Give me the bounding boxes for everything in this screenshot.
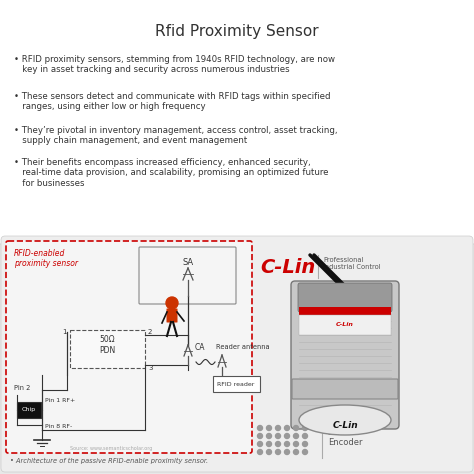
Text: C-Lin: C-Lin	[260, 258, 315, 277]
Circle shape	[275, 434, 281, 438]
Text: CA: CA	[195, 344, 206, 353]
Circle shape	[257, 441, 263, 447]
Circle shape	[284, 426, 290, 430]
Circle shape	[275, 426, 281, 430]
Text: Sensor
Encoder: Sensor Encoder	[328, 428, 363, 447]
Circle shape	[302, 449, 308, 455]
Circle shape	[302, 434, 308, 438]
Text: Pin 2: Pin 2	[14, 385, 30, 391]
Text: • RFID proximity sensors, stemming from 1940s RFID technology, are now
   key in: • RFID proximity sensors, stemming from …	[14, 55, 335, 74]
FancyBboxPatch shape	[0, 0, 474, 245]
Circle shape	[266, 441, 272, 447]
Bar	[17, 402, 41, 418]
FancyBboxPatch shape	[6, 241, 252, 453]
Circle shape	[293, 434, 299, 438]
Text: C-Lin: C-Lin	[336, 322, 354, 328]
Text: SA: SA	[182, 258, 193, 267]
Circle shape	[284, 441, 290, 447]
Circle shape	[284, 434, 290, 438]
Bar	[299, 315, 391, 335]
Text: Reader antenna: Reader antenna	[216, 344, 270, 350]
FancyBboxPatch shape	[292, 379, 398, 399]
Text: 2: 2	[148, 329, 152, 335]
Ellipse shape	[299, 405, 391, 435]
Text: Pin 1 RF+: Pin 1 RF+	[45, 398, 75, 403]
Circle shape	[284, 449, 290, 455]
Circle shape	[293, 449, 299, 455]
Circle shape	[293, 441, 299, 447]
Circle shape	[302, 426, 308, 430]
Text: • Their benefits encompass increased efficiency, enhanced security,
   real-time: • Their benefits encompass increased eff…	[14, 158, 328, 188]
Circle shape	[293, 426, 299, 430]
Bar	[70, 330, 145, 368]
FancyBboxPatch shape	[166, 309, 177, 322]
Text: Pin 8 RF-: Pin 8 RF-	[45, 424, 72, 429]
FancyBboxPatch shape	[291, 281, 399, 429]
Circle shape	[266, 426, 272, 430]
Text: Professional
Industrial Control: Professional Industrial Control	[323, 257, 381, 270]
FancyBboxPatch shape	[139, 247, 236, 304]
Text: RFID-enabled
proximity sensor: RFID-enabled proximity sensor	[14, 249, 78, 268]
Circle shape	[257, 449, 263, 455]
Text: 1: 1	[63, 329, 67, 335]
Bar	[213, 376, 260, 392]
Circle shape	[166, 297, 178, 309]
Circle shape	[257, 434, 263, 438]
FancyBboxPatch shape	[1, 236, 473, 472]
Text: C-Lin: C-Lin	[332, 420, 358, 429]
Text: Chip: Chip	[22, 408, 36, 412]
Text: • Architecture of the passive RFID-enable proximity sensor.: • Architecture of the passive RFID-enabl…	[10, 458, 208, 464]
Text: RFID reader: RFID reader	[217, 382, 255, 386]
Text: Source: www.semanticscholar.org: Source: www.semanticscholar.org	[70, 446, 152, 451]
Text: Rfid Proximity Sensor: Rfid Proximity Sensor	[155, 24, 319, 39]
Circle shape	[266, 449, 272, 455]
Text: 50Ω
PDN: 50Ω PDN	[99, 335, 115, 355]
Text: • These sensors detect and communicate with RFID tags within specified
   ranges: • These sensors detect and communicate w…	[14, 92, 330, 111]
Circle shape	[266, 434, 272, 438]
Bar	[299, 307, 391, 315]
FancyBboxPatch shape	[298, 283, 392, 312]
Circle shape	[302, 441, 308, 447]
Text: 3: 3	[148, 365, 153, 371]
Text: • They’re pivotal in inventory management, access control, asset tracking,
   su: • They’re pivotal in inventory managemen…	[14, 126, 337, 146]
Circle shape	[275, 441, 281, 447]
Circle shape	[257, 426, 263, 430]
Circle shape	[275, 449, 281, 455]
